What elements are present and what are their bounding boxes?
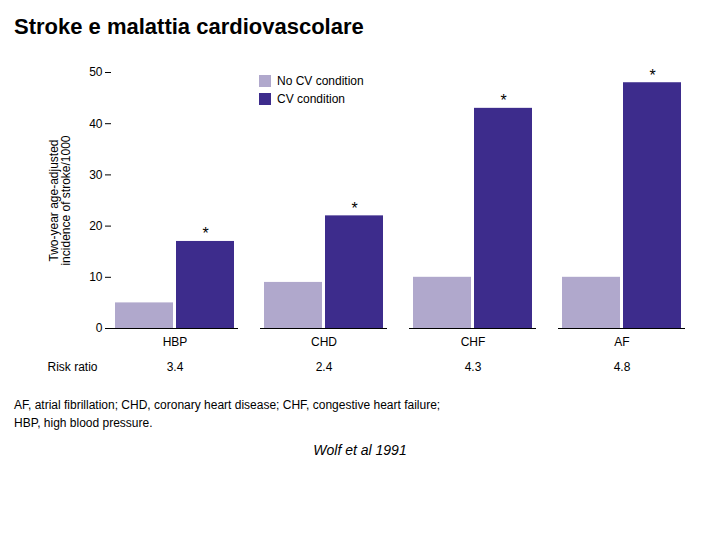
svg-text:2.4: 2.4 <box>316 360 333 374</box>
svg-text:*: * <box>351 200 357 217</box>
svg-text:50: 50 <box>89 65 103 79</box>
svg-text:*: * <box>649 67 655 84</box>
svg-text:4.3: 4.3 <box>465 360 482 374</box>
svg-text:10: 10 <box>89 270 103 284</box>
html-text:CV condition: CV condition <box>277 92 345 106</box>
html-text:No CV condition: No CV condition <box>277 74 364 88</box>
html-text:Stroke e malattia cardiovascol: Stroke e malattia cardiovascolare <box>14 14 364 39</box>
svg-text:HBP: HBP <box>163 335 188 349</box>
svg-text:*: * <box>202 225 208 242</box>
svg-text:20: 20 <box>89 219 103 233</box>
svg-text:CHF: CHF <box>461 335 486 349</box>
svg-text:Risk ratio: Risk ratio <box>47 360 97 374</box>
svg-text:CHD: CHD <box>311 335 337 349</box>
svg-text:*: * <box>500 92 506 109</box>
svg-text:AF: AF <box>614 335 629 349</box>
svg-text:Two-year age-adjustedincidence: Two-year age-adjustedincidence of stroke… <box>47 135 73 265</box>
svg-text:4.8: 4.8 <box>614 360 631 374</box>
html-text:Wolf et al 1991: Wolf et al 1991 <box>313 442 407 458</box>
svg-text:40: 40 <box>89 117 103 131</box>
svg-text:0: 0 <box>96 321 103 335</box>
html-text:HBP, high blood pressure.: HBP, high blood pressure. <box>14 416 153 430</box>
svg-text:3.4: 3.4 <box>167 360 184 374</box>
svg-text:30: 30 <box>89 168 103 182</box>
html-text:AF, atrial fibrillation; CHD,: AF, atrial fibrillation; CHD, coronary h… <box>14 398 441 412</box>
